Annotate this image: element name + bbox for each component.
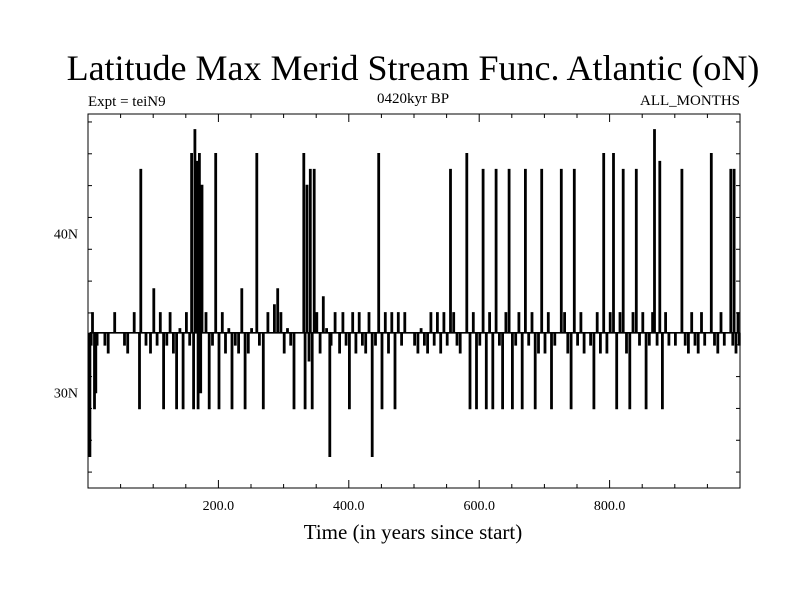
y-tick-label: 40N [54, 227, 78, 242]
series-group [88, 129, 741, 457]
experiment-label: Expt = teiN9 [88, 94, 166, 110]
period-label: 0420kyr BP [377, 91, 449, 107]
x-tick-label: 800.0 [594, 499, 626, 514]
months-label: ALL_MONTHS [640, 93, 740, 109]
y-tick-label: 30N [54, 387, 78, 402]
axis-ticks [88, 114, 740, 488]
chart-title: Latitude Max Merid Stream Func. Atlantic… [67, 48, 760, 88]
x-tick-label: 200.0 [203, 499, 235, 514]
axis-tick-labels: 200.0 400.0 600.0 800.0 30N 40N [54, 227, 625, 514]
series-line [88, 129, 741, 457]
plot-frame [87, 113, 741, 489]
x-tick-label: 600.0 [463, 499, 495, 514]
x-tick-label: 400.0 [333, 499, 365, 514]
x-axis-label: Time (in years since start) [304, 520, 523, 544]
